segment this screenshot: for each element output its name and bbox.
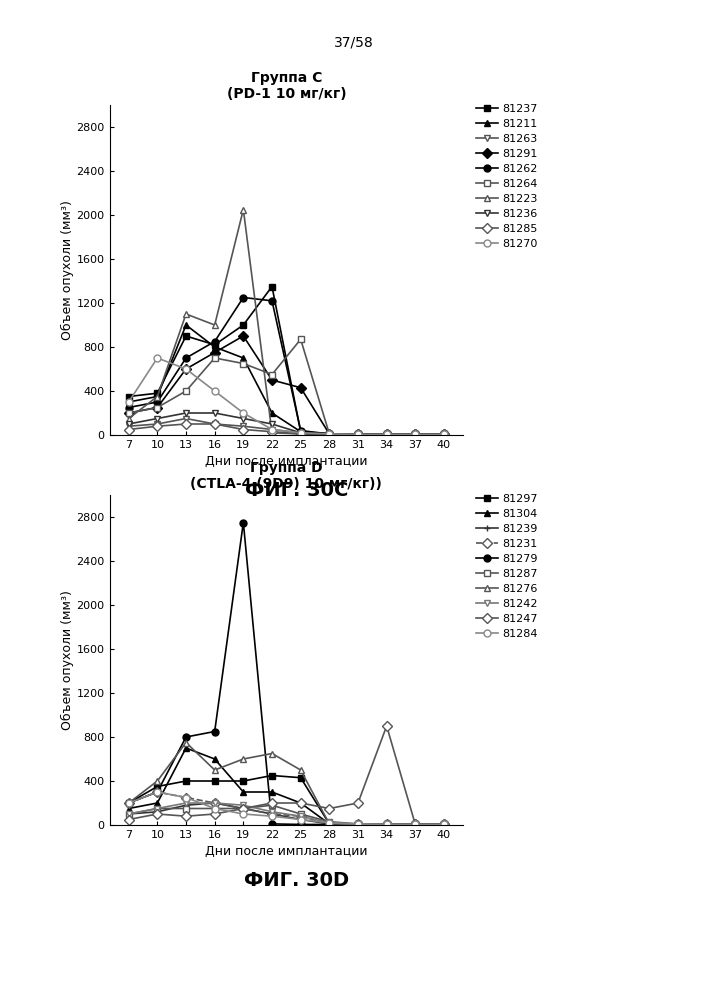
Y-axis label: Объем опухоли (мм³): Объем опухоли (мм³) — [61, 590, 74, 730]
Title: Группа D
(CTLA-4 (9D9) 10 мг/кг)): Группа D (CTLA-4 (9D9) 10 мг/кг)) — [190, 461, 382, 491]
Text: ФИГ. 30D: ФИГ. 30D — [245, 870, 349, 890]
Title: Группа С
(PD-1 10 мг/кг): Группа С (PD-1 10 мг/кг) — [226, 71, 346, 101]
Y-axis label: Объем опухоли (мм³): Объем опухоли (мм³) — [61, 200, 74, 340]
Text: 37/58: 37/58 — [334, 35, 373, 49]
X-axis label: Дни после имплантации: Дни после имплантации — [205, 455, 368, 468]
Legend: 81297, 81304, 81239, 81231, 81279, 81287, 81276, 81242, 81247, 81284: 81297, 81304, 81239, 81231, 81279, 81287… — [476, 494, 538, 639]
Text: ФИГ. 30С: ФИГ. 30С — [245, 481, 349, 499]
Legend: 81237, 81211, 81263, 81291, 81262, 81264, 81223, 81236, 81285, 81270: 81237, 81211, 81263, 81291, 81262, 81264… — [476, 104, 538, 249]
X-axis label: Дни после имплантации: Дни после имплантации — [205, 845, 368, 858]
